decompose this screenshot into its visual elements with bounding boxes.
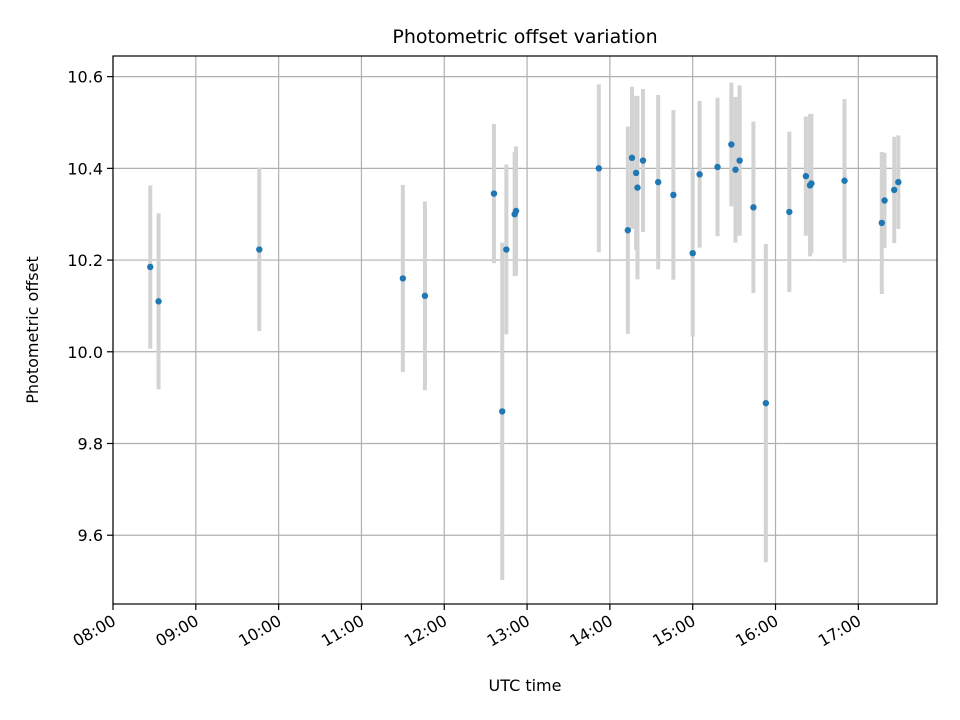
y-tick-label: 10.4 — [67, 159, 103, 178]
y-tick-label: 10.6 — [67, 68, 103, 87]
data-point — [878, 219, 885, 227]
data-point — [895, 178, 902, 186]
y-tick-label: 10.2 — [67, 251, 103, 270]
data-point — [696, 171, 703, 178]
data-point — [639, 157, 647, 164]
data-point — [728, 141, 735, 148]
data-point — [634, 184, 641, 191]
data-point — [802, 172, 810, 180]
data-point — [624, 227, 632, 234]
data-point — [841, 177, 848, 184]
data-point — [399, 275, 407, 282]
data-point — [689, 249, 696, 257]
y-tick-label: 9.8 — [78, 434, 103, 453]
data-point — [256, 246, 263, 253]
data-point — [503, 246, 510, 253]
data-point — [421, 292, 429, 300]
grid — [112, 56, 937, 604]
data-point — [632, 169, 640, 177]
y-tick-label: 10.0 — [67, 343, 103, 362]
data-point — [786, 208, 793, 216]
x-axis-label: UTC time — [489, 676, 562, 695]
data-point — [595, 165, 603, 172]
data-points — [147, 141, 902, 415]
chart-title: Photometric offset variation — [392, 26, 657, 48]
data-point — [654, 178, 662, 186]
data-point — [499, 408, 506, 415]
y-axis: 9.6 9.8 10.0 10.2 10.4 10.6 — [67, 68, 113, 545]
y-axis-label: Photometric offset — [23, 256, 42, 404]
data-point — [736, 157, 743, 164]
data-point — [512, 207, 520, 215]
data-point — [750, 204, 757, 211]
data-point — [714, 163, 721, 171]
data-point — [670, 191, 677, 199]
data-point — [490, 190, 498, 197]
plot-frame — [112, 55, 938, 605]
data-point — [881, 197, 888, 204]
y-tick-label: 9.6 — [78, 526, 103, 545]
data-point — [891, 186, 898, 194]
data-point — [732, 166, 739, 173]
data-point — [762, 399, 770, 407]
data-point — [155, 298, 162, 305]
data-point — [808, 180, 815, 187]
data-point — [147, 263, 154, 271]
data-point — [628, 154, 636, 162]
